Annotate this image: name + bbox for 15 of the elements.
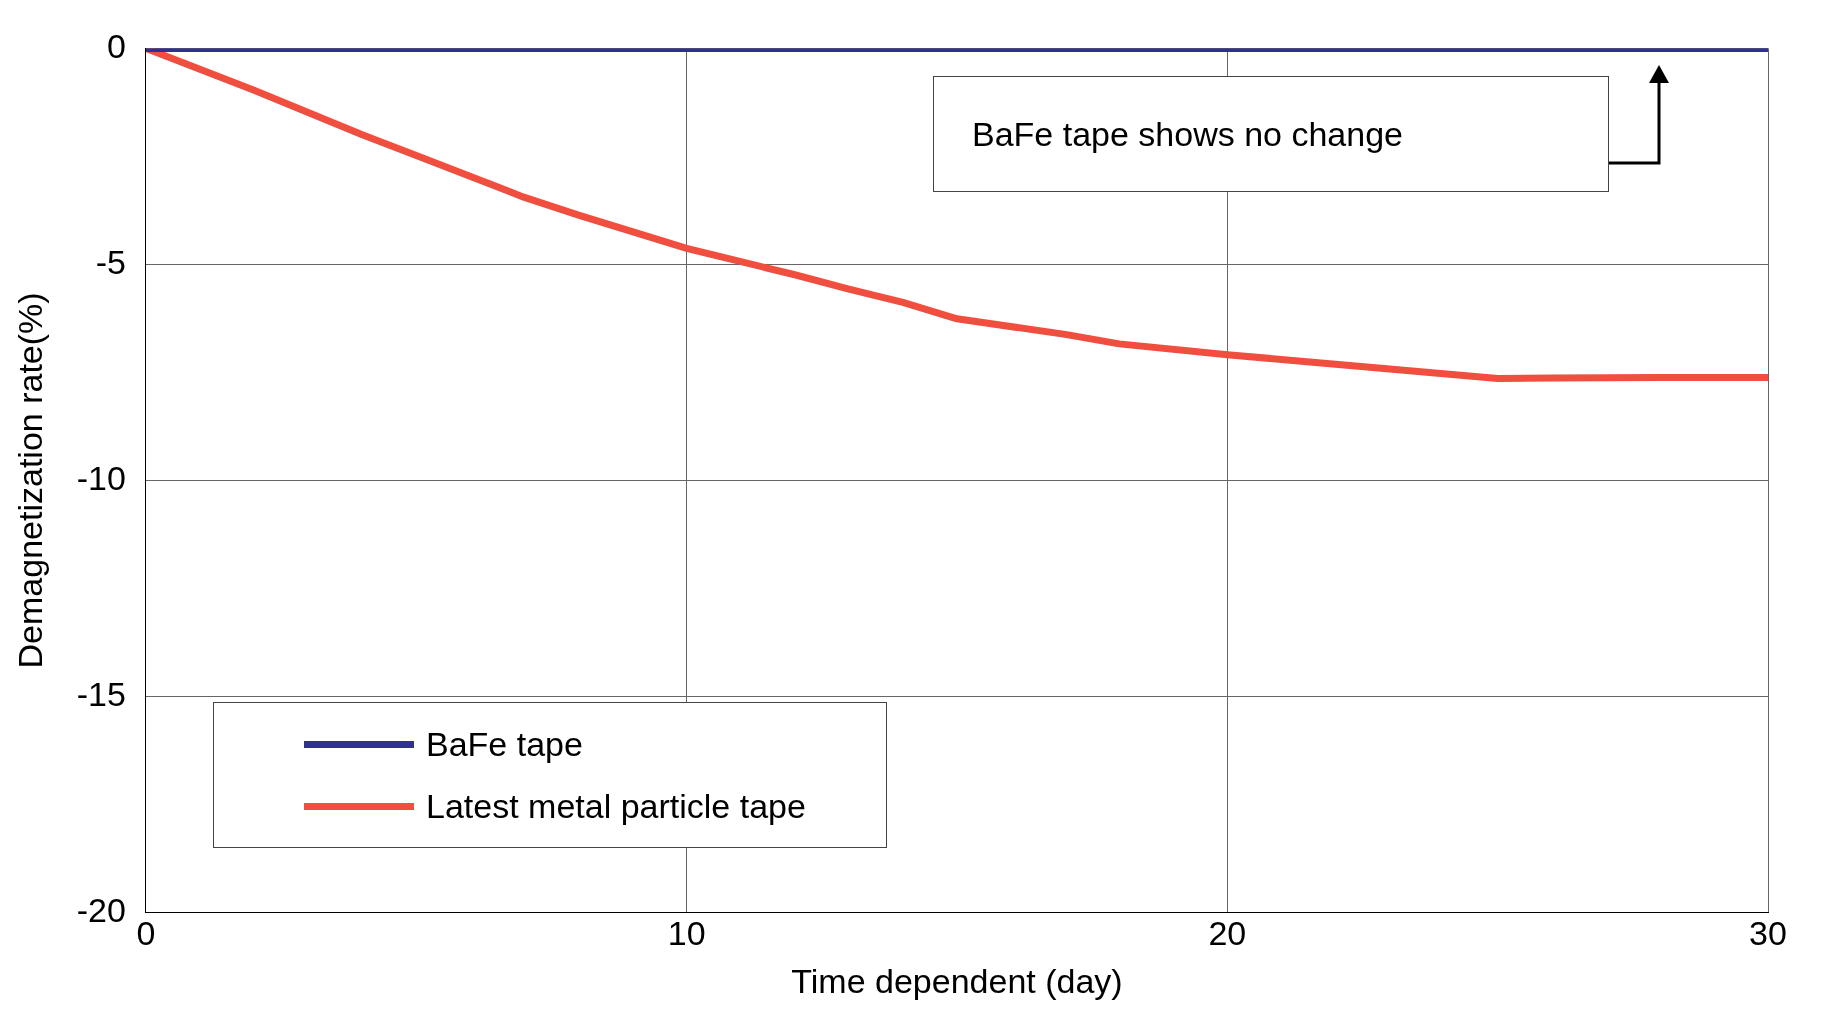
- legend-label: BaFe tape: [426, 724, 583, 764]
- y-tick-label: -15: [76, 674, 126, 713]
- x-tick-label: 20: [1208, 914, 1247, 953]
- annotation: BaFe tape shows no change: [972, 114, 1403, 154]
- x-tick-label: 30: [1749, 914, 1787, 953]
- y-tick-label: 0: [107, 26, 126, 65]
- y-tick-label: -20: [76, 890, 126, 929]
- y-tick-label: -10: [76, 458, 126, 497]
- y-axis-title: Demagnetization rate(%): [10, 292, 49, 669]
- x-axis-title: Time dependent (day): [791, 961, 1123, 1000]
- x-tick-label: 0: [136, 914, 156, 953]
- x-tick-label: 10: [667, 914, 706, 953]
- legend-label: Latest metal particle tape: [426, 786, 806, 826]
- y-tick-label: -5: [95, 242, 126, 281]
- callout-box: BaFe tape shows no change: [933, 76, 1609, 192]
